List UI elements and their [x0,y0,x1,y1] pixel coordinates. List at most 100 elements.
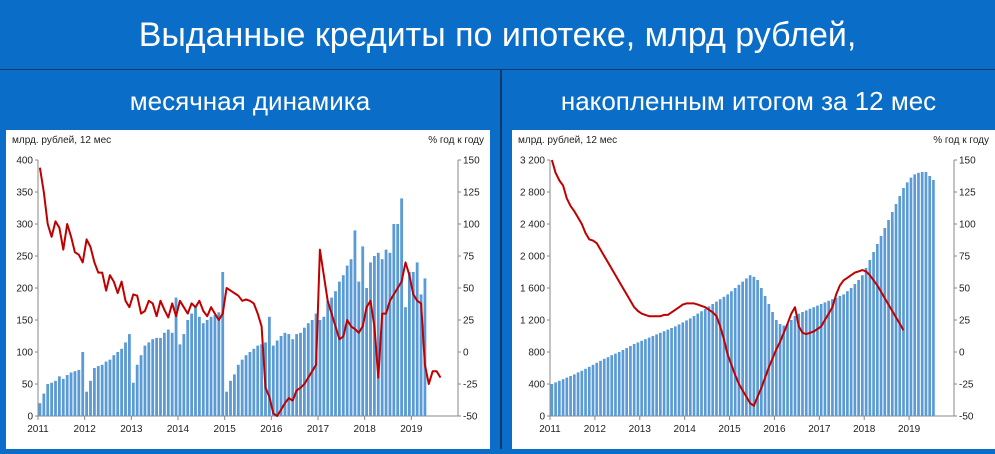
bar [662,331,666,416]
bar [688,318,692,416]
bar [326,300,330,416]
bar [73,371,77,416]
x-tick-label: 2019 [898,424,921,435]
bar [932,180,935,416]
bar [763,296,767,416]
bar [143,345,147,416]
y-tick-label-left: 400 [528,380,545,391]
y-tick-label-right: -25 [463,380,478,391]
left-axis-unit-label: млрд. рублей, 12 мес [518,134,617,146]
bar [756,280,759,416]
bar [50,382,54,416]
bar [369,262,372,416]
bar [341,275,345,416]
bar [677,324,681,416]
bar [666,329,670,416]
y-tick-label-right: -50 [959,412,974,423]
bar [842,294,845,416]
bar [229,380,232,416]
bar [625,348,629,416]
bar [256,345,260,416]
y-tick-label-left: 2 800 [520,188,545,199]
bar [629,346,632,416]
bar [147,342,151,416]
bar [252,348,256,416]
bar [924,172,928,416]
y-tick-label-left: 1 600 [520,284,545,295]
bar [38,403,42,416]
bar [875,244,879,416]
y-tick-label-right: 150 [463,156,480,167]
bar [767,304,771,416]
left-axis-unit-label: млрд. рублей, 12 мес [12,134,111,146]
bar [236,364,240,416]
bar [271,345,275,416]
bar [782,325,786,416]
bar [170,332,174,416]
bar [127,334,131,416]
y-tick-label-right: 100 [463,220,480,231]
bar [572,374,576,416]
bar [569,376,572,416]
right-panel-subtitle: накопленным итогом за 12 мес [560,85,937,116]
bar [831,299,834,416]
y-tick-label-left: 0 [27,412,33,423]
y-tick-label-left: 2 400 [520,220,545,231]
bar [407,272,411,416]
bar [636,342,640,416]
y-tick-label-left: 200 [16,284,33,295]
chart-monthly: млрд. рублей, 12 мес % год к году 0 50 100… [12,134,484,435]
bar [155,337,159,416]
bar [225,391,229,416]
bar [291,339,295,416]
x-tick-label: 2015 [718,424,741,435]
bar [928,176,932,416]
bar [617,352,621,416]
bar [917,172,920,416]
bar [692,316,696,416]
bar [96,366,100,416]
y-tick-label-right: 50 [959,284,971,295]
bar [595,362,599,416]
y-tick-label-right: 75 [959,252,971,263]
bar [205,320,209,416]
bar [232,374,236,416]
bar [42,393,46,416]
bar [902,188,905,416]
bar [182,334,186,416]
bar [580,370,584,416]
y-tick-label-right: 25 [959,316,971,327]
bar [46,384,50,416]
y-tick-label-left: 1 200 [520,316,545,327]
bar [365,288,369,416]
y-tick-label-left: 3 200 [520,156,545,167]
bar [558,380,561,416]
x-tick-label: 2018 [853,424,876,435]
bar [707,306,711,416]
x-tick-label: 2018 [354,424,377,435]
bar [718,299,722,416]
page-title: Выданные кредиты по ипотеке, млрд рублей… [138,15,857,54]
bar [890,212,894,416]
yoy-growth-line [550,159,905,407]
bar [786,324,789,416]
bar [864,268,868,416]
x-tick-label: 2012 [584,424,607,435]
bar [801,312,804,416]
bar [673,326,677,416]
bar [789,320,793,416]
bar [85,391,89,416]
bar [112,355,116,416]
bar [77,369,81,416]
y-tick-label-left: 800 [528,348,545,359]
x-tick-label: 2013 [120,424,143,435]
bar [135,364,139,416]
x-tick-label: 2017 [307,424,330,435]
y-tick-label-right: -25 [959,380,974,391]
bar [190,313,194,416]
bar [655,334,658,416]
bar [275,340,279,416]
bar [591,364,595,416]
bar [816,305,819,416]
x-tick-label: 2013 [629,424,652,435]
